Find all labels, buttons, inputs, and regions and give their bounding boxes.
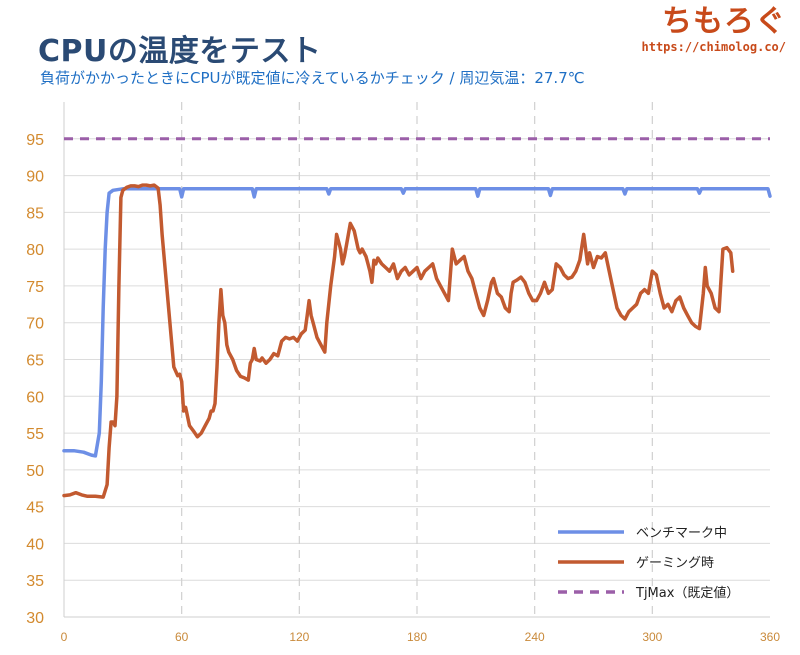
- page-title: CPUの温度をテスト: [38, 34, 322, 69]
- y-tick-label: 70: [26, 316, 44, 333]
- y-tick-label: 60: [26, 389, 44, 406]
- brand-url: https://chimolog.co/: [641, 40, 787, 54]
- chart-series: [62, 137, 772, 499]
- x-tick-label: 180: [407, 630, 427, 644]
- y-tick-label: 95: [26, 132, 44, 149]
- y-tick-label: 50: [26, 463, 44, 480]
- y-tick-label: 55: [26, 426, 44, 443]
- chart-ticks: 30 35 40 45 50 55 60 65 70 75 80 85 90 95 0 60 120 180 240…: [26, 132, 780, 644]
- x-tick-label: 0: [61, 630, 68, 644]
- y-tick-label: 75: [26, 279, 44, 296]
- y-tick-label: 90: [26, 169, 44, 186]
- series-line-benchmark: [62, 187, 772, 458]
- x-tick-label: 60: [175, 630, 189, 644]
- y-tick-label: 35: [26, 573, 44, 590]
- brand-name: ちもろぐ: [662, 4, 786, 39]
- y-tick-label: 45: [26, 500, 44, 517]
- legend-label-benchmark: ベンチマーク中: [636, 526, 727, 541]
- y-tick-label: 40: [26, 536, 44, 553]
- brand-logo: ちもろぐ https://chimolog.co/: [642, 4, 787, 54]
- x-tick-label: 300: [642, 630, 662, 644]
- y-tick-label: 30: [26, 610, 44, 627]
- x-tick-label: 120: [289, 630, 309, 644]
- legend-label-tjmax: TjMax（既定値）: [635, 585, 739, 601]
- series-line-gaming: [62, 183, 735, 499]
- page-subtitle: 負荷がかかったときにCPUが既定値に冷えているかチェック / 周辺気温：27.7…: [40, 69, 585, 87]
- chart-axes: [63, 102, 770, 618]
- y-tick-label: 65: [26, 353, 44, 370]
- y-tick-label: 85: [26, 205, 44, 222]
- legend-label-gaming: ゲーミング時: [636, 556, 714, 571]
- x-tick-label: 240: [525, 630, 545, 644]
- x-tick-label: 360: [760, 630, 780, 644]
- y-tick-label: 80: [26, 242, 44, 259]
